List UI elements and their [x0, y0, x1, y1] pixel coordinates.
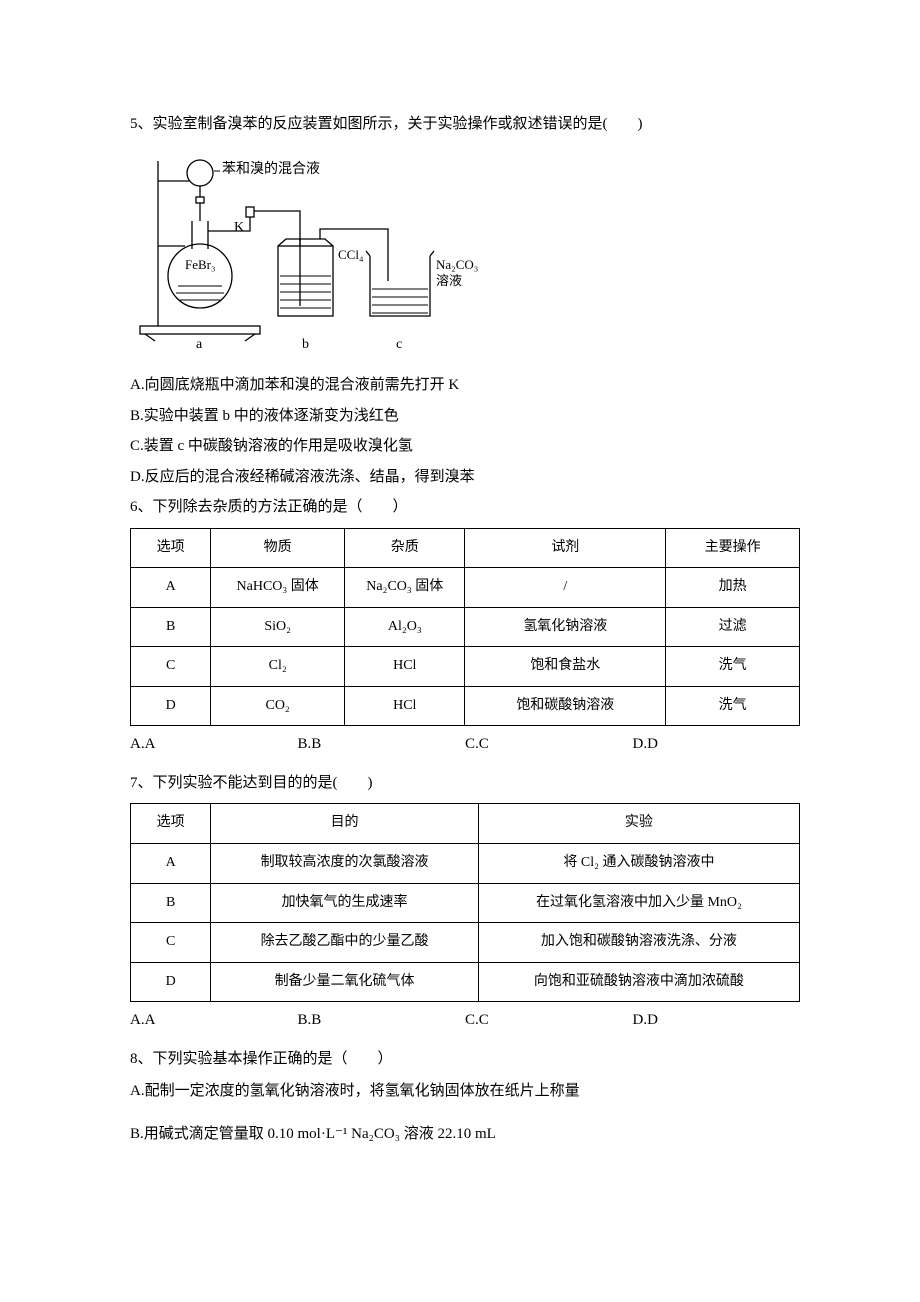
table-row: ANaHCO₃ 固体Na₂CO₃ 固体/加热	[131, 568, 800, 608]
q5-stem: 5、实验室制备溴苯的反应装置如图所示，关于实验操作或叙述错误的是( )	[130, 110, 800, 139]
table-row: D制备少量二氧化硫气体向饱和亚硫酸钠溶液中滴加浓硫酸	[131, 962, 800, 1002]
label-mix: 苯和溴的混合液	[222, 160, 320, 177]
label-ccl4: CCl₄	[338, 247, 364, 262]
table-row: CCl₂HCl饱和食盐水洗气	[131, 647, 800, 687]
th: 实验	[478, 804, 799, 844]
th: 目的	[211, 804, 479, 844]
label-c: c	[396, 337, 402, 351]
table-header-row: 选项 物质 杂质 试剂 主要操作	[131, 528, 800, 568]
label-k: K	[234, 220, 244, 235]
label-na2co3-1: Na₂CO₃	[436, 257, 478, 272]
choice: D.D	[633, 730, 801, 759]
choice: B.B	[298, 1006, 466, 1035]
table-row: BSiO₂Al₂O₃氢氧化钠溶液过滤	[131, 607, 800, 647]
th: 选项	[131, 528, 211, 568]
q5-opt-d: D.反应后的混合液经稀碱溶液洗涤、结晶，得到溴苯	[130, 463, 800, 492]
label-na2co3-2: 溶液	[436, 273, 462, 288]
q5-apparatus-diagram: 苯和溴的混合液 K FeBr₃ CCl₄ Na₂CO₃ 溶液 a b c	[130, 151, 490, 351]
q7-stem: 7、下列实验不能达到目的的是( )	[130, 769, 800, 798]
q7-choices: A.A B.B C.C D.D	[130, 1006, 800, 1035]
q6-table: 选项 物质 杂质 试剂 主要操作 ANaHCO₃ 固体Na₂CO₃ 固体/加热 …	[130, 528, 800, 727]
table-header-row: 选项 目的 实验	[131, 804, 800, 844]
table-row: C除去乙酸乙酯中的少量乙酸加入饱和碳酸钠溶液洗涤、分液	[131, 923, 800, 963]
q8-opt-b: B.用碱式滴定管量取 0.10 mol·L⁻¹ Na₂CO₃ 溶液 22.10 …	[130, 1120, 800, 1149]
choice: A.A	[130, 730, 298, 759]
q6-choices: A.A B.B C.C D.D	[130, 730, 800, 759]
table-row: B加快氧气的生成速率在过氧化氢溶液中加入少量 MnO₂	[131, 883, 800, 923]
table-row: DCO₂HCl饱和碳酸钠溶液洗气	[131, 686, 800, 726]
q5-opt-b: B.实验中装置 b 中的液体逐渐变为浅红色	[130, 402, 800, 431]
label-a: a	[196, 337, 203, 351]
th: 物质	[211, 528, 345, 568]
choice: D.D	[633, 1006, 801, 1035]
q5-opt-c: C.装置 c 中碳酸钠溶液的作用是吸收溴化氢	[130, 432, 800, 461]
q6-stem: 6、下列除去杂质的方法正确的是（ ）	[130, 493, 800, 522]
th: 主要操作	[666, 528, 800, 568]
q7-table: 选项 目的 实验 A制取较高浓度的次氯酸溶液将 Cl₂ 通入碳酸钠溶液中 B加快…	[130, 803, 800, 1002]
table-row: A制取较高浓度的次氯酸溶液将 Cl₂ 通入碳酸钠溶液中	[131, 844, 800, 884]
choice: B.B	[298, 730, 466, 759]
label-febr3: FeBr₃	[185, 257, 216, 272]
label-b: b	[302, 337, 309, 351]
q8-stem: 8、下列实验基本操作正确的是（ ）	[130, 1045, 800, 1074]
q8-opt-a: A.配制一定浓度的氢氧化钠溶液时，将氢氧化钠固体放在纸片上称量	[130, 1077, 800, 1106]
choice: A.A	[130, 1006, 298, 1035]
choice: C.C	[465, 1006, 633, 1035]
th: 试剂	[465, 528, 666, 568]
th: 杂质	[345, 528, 465, 568]
q5-opt-a: A.向圆底烧瓶中滴加苯和溴的混合液前需先打开 K	[130, 371, 800, 400]
choice: C.C	[465, 730, 633, 759]
th: 选项	[131, 804, 211, 844]
